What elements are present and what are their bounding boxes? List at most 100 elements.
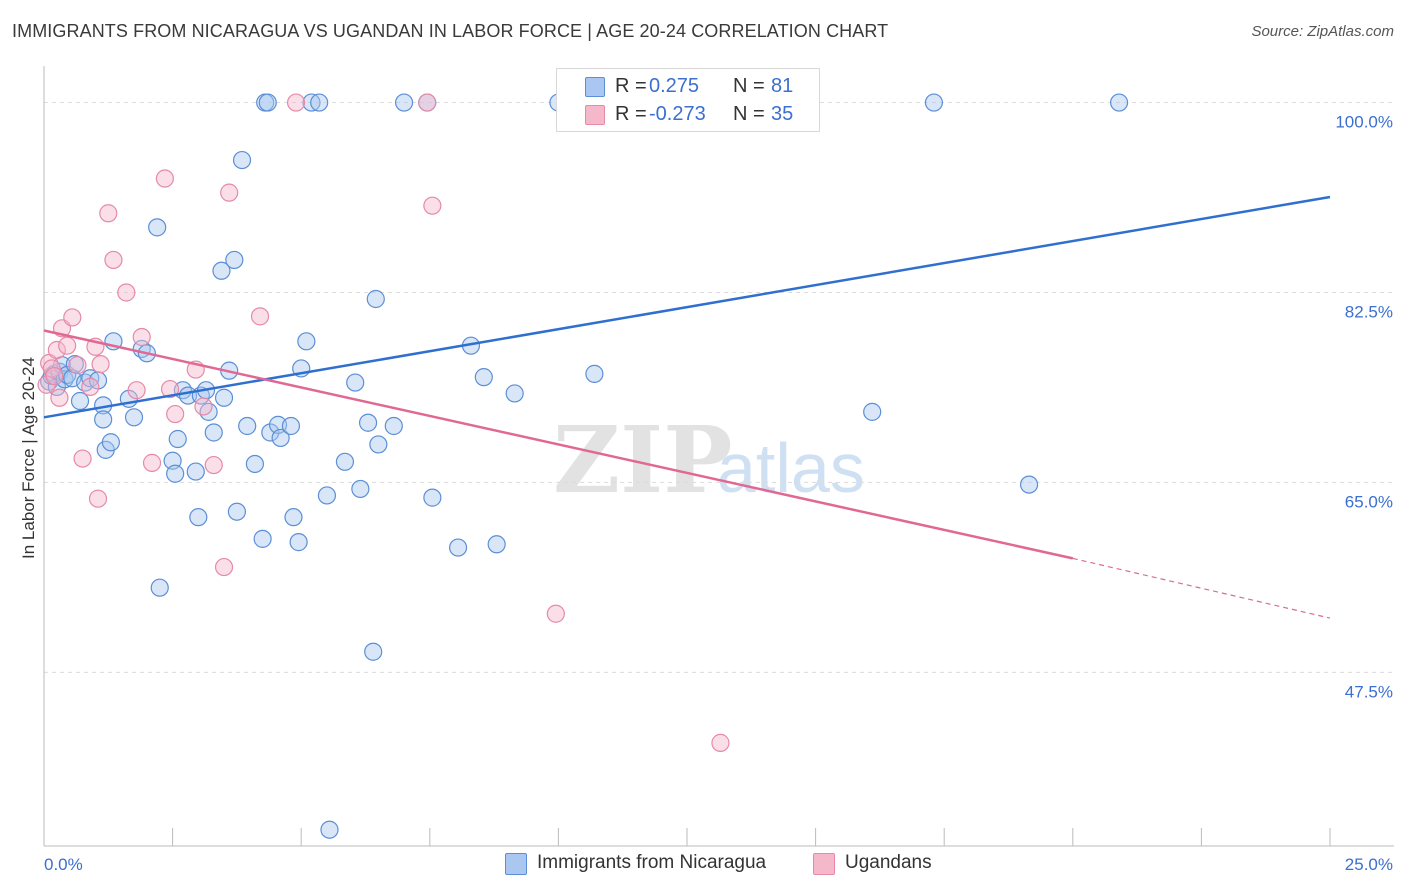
point-nicaragua bbox=[245, 454, 265, 474]
point-nicaragua bbox=[585, 364, 604, 383]
point-nicaragua bbox=[186, 462, 205, 481]
legend-r-label: R = bbox=[615, 103, 647, 125]
point-nicaragua bbox=[204, 423, 223, 442]
y-tick-label: 100.0% bbox=[1335, 113, 1393, 132]
point-nicaragua bbox=[232, 150, 252, 170]
point-nicaragua bbox=[284, 508, 303, 527]
point-nicaragua bbox=[1109, 93, 1129, 112]
point-ugandans bbox=[423, 196, 442, 215]
point-ugandans bbox=[104, 250, 123, 270]
x-tick-label: 25.0% bbox=[1345, 855, 1393, 874]
point-nicaragua bbox=[317, 486, 337, 505]
point-nicaragua bbox=[148, 218, 167, 237]
point-nicaragua bbox=[423, 488, 442, 507]
point-nicaragua bbox=[150, 578, 169, 597]
legend-row-nicaragua: R = 0.275 N = 81 bbox=[557, 73, 819, 101]
legend-r-value: -0.273 bbox=[649, 103, 706, 125]
point-nicaragua bbox=[448, 538, 468, 557]
point-ugandans bbox=[117, 283, 136, 302]
correlation-legend: R = 0.275 N = 81 R = -0.273 N = 35 bbox=[556, 68, 820, 132]
point-ugandans bbox=[166, 404, 185, 424]
point-nicaragua bbox=[358, 413, 378, 432]
point-nicaragua bbox=[924, 93, 944, 112]
point-ugandans bbox=[47, 340, 66, 360]
legend-r-value: 0.275 bbox=[649, 75, 700, 97]
trendline-ugandans-extension bbox=[1072, 557, 1331, 619]
point-nicaragua bbox=[227, 502, 246, 521]
point-ugandans bbox=[127, 381, 146, 400]
y-axis-label: In Labor Force | Age 20-24 bbox=[19, 357, 38, 559]
point-ugandans bbox=[50, 388, 69, 407]
point-ugandans bbox=[160, 379, 180, 399]
watermark-zip: ZIP bbox=[553, 406, 732, 514]
point-ugandans bbox=[286, 93, 306, 112]
point-ugandans bbox=[194, 397, 213, 416]
point-nicaragua bbox=[281, 416, 301, 436]
point-nicaragua bbox=[261, 423, 280, 442]
point-ugandans bbox=[250, 307, 270, 326]
y-tick-label: 82.5% bbox=[1345, 302, 1393, 321]
point-nicaragua bbox=[320, 820, 339, 839]
point-ugandans bbox=[142, 453, 162, 472]
point-nicaragua bbox=[70, 391, 90, 411]
legend-swatch-pink bbox=[585, 105, 605, 125]
point-nicaragua bbox=[474, 368, 493, 387]
point-nicaragua bbox=[225, 250, 244, 270]
point-ugandans bbox=[546, 604, 565, 623]
bottom-legend-label: Immigrants from Nicaragua bbox=[537, 852, 767, 873]
point-nicaragua bbox=[863, 402, 882, 421]
legend-r-label: R = bbox=[615, 75, 647, 97]
bottom-legend-label: Ugandans bbox=[845, 852, 932, 873]
point-nicaragua bbox=[166, 464, 185, 483]
point-nicaragua bbox=[335, 452, 355, 471]
point-nicaragua bbox=[505, 384, 524, 403]
legend-n-label: N = bbox=[733, 75, 765, 97]
trendline-nicaragua bbox=[43, 195, 1331, 419]
bottom-legend-swatch-blue bbox=[505, 853, 527, 875]
watermark-atlas: atlas bbox=[717, 429, 865, 507]
legend-swatch-blue bbox=[585, 77, 605, 97]
point-ugandans bbox=[214, 557, 234, 577]
point-nicaragua bbox=[271, 428, 290, 448]
legend-n-label: N = bbox=[733, 103, 765, 125]
point-nicaragua bbox=[168, 429, 187, 449]
bottom-legend-swatch-pink bbox=[813, 853, 835, 875]
point-ugandans bbox=[418, 93, 437, 112]
point-ugandans bbox=[91, 355, 110, 374]
point-ugandans bbox=[58, 336, 77, 355]
point-ugandans bbox=[132, 327, 151, 347]
point-nicaragua bbox=[189, 508, 208, 527]
point-nicaragua bbox=[297, 332, 316, 351]
legend-n-value: 81 bbox=[771, 75, 794, 97]
chart-title: IMMIGRANTS FROM NICARAGUA VS UGANDAN IN … bbox=[12, 21, 889, 41]
point-ugandans bbox=[711, 733, 730, 752]
point-nicaragua bbox=[351, 479, 370, 499]
point-nicaragua bbox=[238, 416, 257, 436]
point-nicaragua bbox=[487, 535, 506, 554]
point-nicaragua bbox=[289, 533, 308, 552]
point-ugandans bbox=[45, 366, 64, 386]
legend-row-ugandans: R = -0.273 N = 35 bbox=[557, 101, 819, 129]
point-nicaragua bbox=[346, 373, 365, 392]
chart-source: Source: ZipAtlas.com bbox=[1251, 23, 1394, 40]
legend-n-value: 35 bbox=[771, 103, 794, 125]
point-nicaragua bbox=[366, 289, 385, 309]
trendline-ugandans bbox=[43, 329, 1074, 560]
point-ugandans bbox=[88, 489, 108, 508]
point-nicaragua bbox=[394, 93, 414, 112]
point-nicaragua bbox=[369, 435, 388, 454]
point-nicaragua bbox=[124, 408, 144, 427]
point-ugandans bbox=[63, 308, 82, 327]
point-nicaragua bbox=[384, 416, 403, 436]
point-nicaragua bbox=[214, 388, 234, 407]
point-ugandans bbox=[204, 455, 223, 475]
point-nicaragua bbox=[364, 642, 383, 661]
y-tick-label: 47.5% bbox=[1345, 682, 1393, 701]
point-ugandans bbox=[155, 169, 174, 188]
point-ugandans bbox=[220, 183, 239, 202]
point-nicaragua bbox=[253, 529, 272, 548]
point-ugandans bbox=[73, 449, 92, 468]
point-ugandans bbox=[99, 204, 118, 223]
point-nicaragua bbox=[258, 93, 277, 112]
